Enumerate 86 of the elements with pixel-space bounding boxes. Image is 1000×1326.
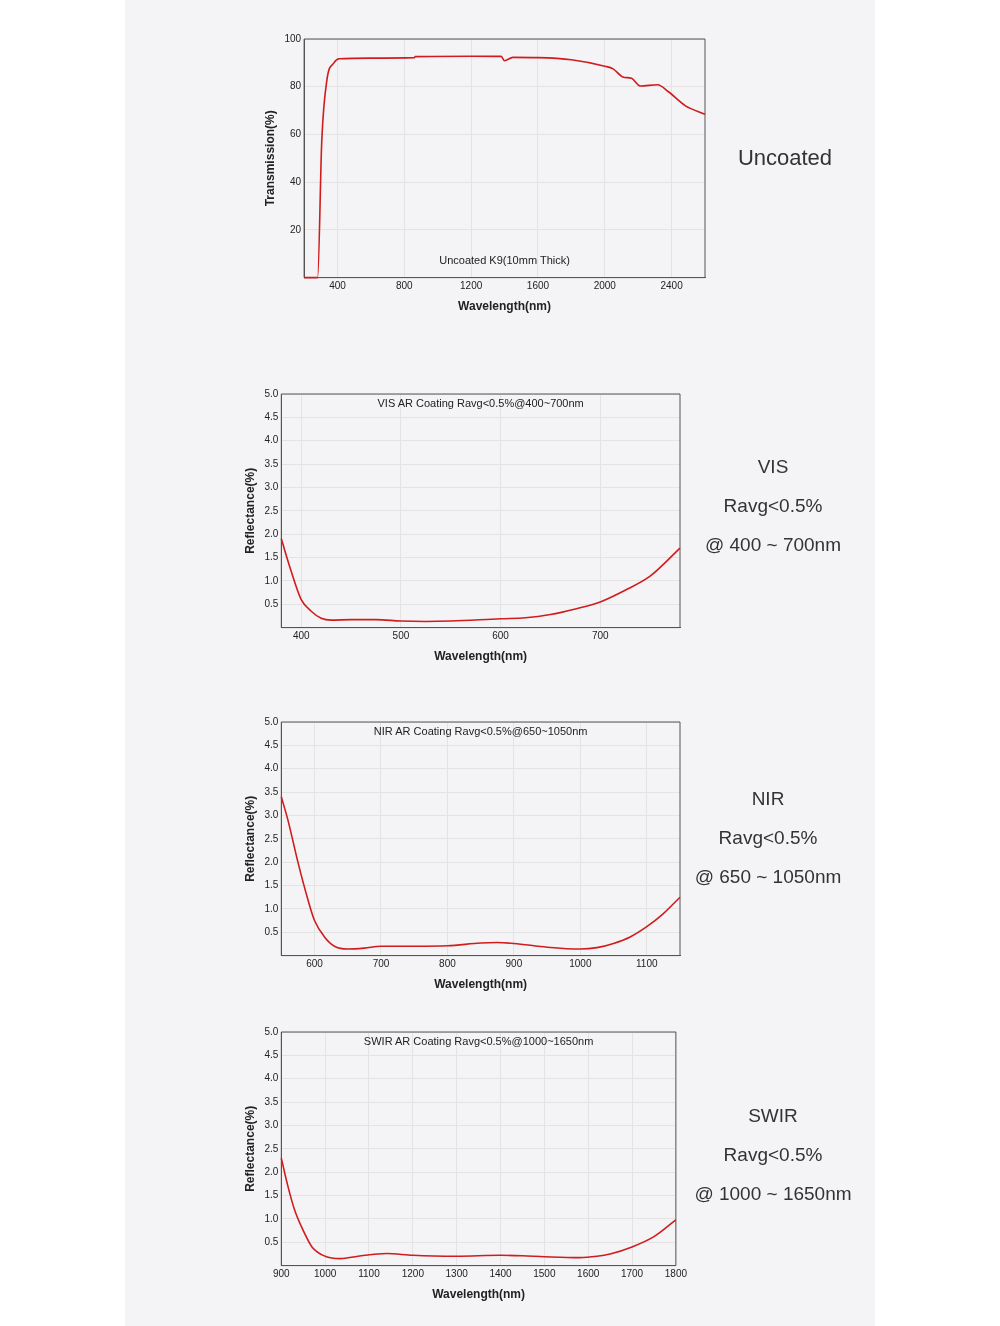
y-tick-label: 4.0	[264, 1072, 279, 1084]
x-tick-label: 1500	[533, 1268, 556, 1280]
x-tick-label: 900	[505, 958, 523, 970]
y-tick-label: 20	[289, 223, 302, 235]
x-tick-label: 1600	[577, 1268, 600, 1280]
x-tick-label: 1800	[664, 1268, 688, 1280]
x-axis-title: Wavelength(nm)	[432, 1287, 526, 1302]
y-tick-label: 1.0	[264, 1212, 279, 1224]
y-axis-title: Reflectance(%)	[242, 467, 257, 554]
text: Ravg<0.5%	[722, 494, 824, 518]
y-tick-label: 5.0	[264, 715, 279, 727]
annotation: NIR AR Coating Ravg<0.5%@650~1050nm	[373, 725, 588, 738]
x-tick-label: 1400	[489, 1268, 513, 1280]
y-tick-label: 4.5	[264, 411, 279, 423]
y-tick-label: 0.5	[264, 1235, 279, 1247]
text: Ravg<0.5%	[722, 1143, 824, 1167]
x-tick-label: 400	[329, 280, 347, 292]
text: Ravg<0.5%	[717, 826, 819, 850]
x-tick-label: 1600	[526, 280, 550, 292]
x-tick-label: 700	[372, 958, 390, 970]
text: VIS	[756, 455, 790, 479]
x-tick-label: 1300	[445, 1268, 469, 1280]
y-tick-label: 2.5	[264, 832, 279, 844]
y-tick-label: 4.5	[264, 1049, 279, 1061]
y-axis-title: Reflectance(%)	[242, 795, 257, 882]
x-axis-title: Wavelength(nm)	[434, 649, 528, 664]
line-series	[280, 795, 681, 950]
text: NIR	[750, 787, 786, 811]
y-tick-label: 3.5	[264, 1095, 279, 1107]
x-tick-label: 1100	[636, 958, 658, 970]
y-tick-label: 3.0	[264, 809, 279, 821]
y-tick-label: 4.5	[264, 739, 279, 751]
y-tick-label: 40	[289, 175, 302, 187]
y-tick-label: 0.5	[264, 597, 279, 609]
y-tick-label: 5.0	[264, 1025, 279, 1037]
x-axis-title: Wavelength(nm)	[458, 299, 551, 314]
y-tick-label: 100	[284, 32, 302, 44]
text: Uncoated	[736, 144, 834, 172]
y-tick-label: 1.0	[264, 574, 279, 586]
x-tick-label: 600	[492, 630, 510, 642]
text: @ 1000 ~ 1650nm	[693, 1182, 853, 1206]
y-tick-label: 3.5	[264, 457, 279, 469]
y-tick-label: 2.5	[264, 1142, 279, 1154]
x-tick-label: 2400	[660, 280, 684, 292]
annotation: VIS AR Coating Ravg<0.5%@400~700nm	[377, 397, 584, 410]
y-axis-title: Reflectance(%)	[242, 1105, 257, 1192]
y-tick-label: 4.0	[264, 434, 279, 446]
y-tick-label: 4.0	[264, 762, 279, 774]
line-series	[280, 1157, 677, 1260]
y-tick-label: 1.5	[264, 1189, 279, 1201]
y-tick-label: 2.0	[264, 855, 279, 867]
y-tick-label: 0.5	[264, 925, 279, 937]
y-tick-label: 3.0	[264, 1119, 279, 1131]
y-tick-label: 80	[289, 80, 302, 92]
y-tick-label: 1.5	[264, 879, 279, 891]
y-tick-label: 1.5	[264, 551, 279, 563]
y-tick-label: 2.5	[264, 504, 279, 516]
text: @ 400 ~ 700nm	[704, 533, 842, 557]
x-tick-label: 1000	[314, 1268, 337, 1280]
x-tick-label: 1000	[569, 958, 592, 970]
y-tick-label: 60	[289, 128, 302, 140]
x-tick-label: 900	[272, 1268, 291, 1280]
x-tick-label: 800	[395, 280, 414, 292]
y-tick-label: 2.0	[264, 527, 279, 539]
x-tick-label: 600	[306, 958, 324, 970]
x-tick-label: 800	[439, 958, 457, 970]
x-tick-label: 400	[292, 630, 311, 642]
y-tick-label: 1.0	[264, 902, 279, 914]
annotation: Uncoated K9(10mm Thick)	[439, 253, 570, 266]
x-tick-label: 2000	[593, 280, 617, 292]
text: SWIR	[747, 1104, 799, 1128]
y-tick-label: 3.5	[264, 785, 279, 797]
y-tick-label: 5.0	[264, 387, 279, 399]
x-tick-label: 1200	[401, 1268, 425, 1280]
x-tick-label: 500	[392, 630, 410, 642]
y-tick-label: 3.0	[264, 481, 279, 493]
line-series	[280, 538, 681, 623]
x-tick-label: 1200	[460, 280, 483, 292]
y-tick-label: 2.0	[264, 1165, 279, 1177]
x-tick-label: 1700	[620, 1268, 644, 1280]
x-tick-label: 700	[591, 630, 610, 642]
text: @ 650 ~ 1050nm	[693, 865, 843, 889]
x-axis-title: Wavelength(nm)	[434, 977, 528, 992]
x-tick-label: 1100	[358, 1268, 381, 1280]
annotation: SWIR AR Coating Ravg<0.5%@1000~1650nm	[363, 1035, 594, 1048]
y-axis-title: Transmission(%)	[262, 110, 277, 207]
